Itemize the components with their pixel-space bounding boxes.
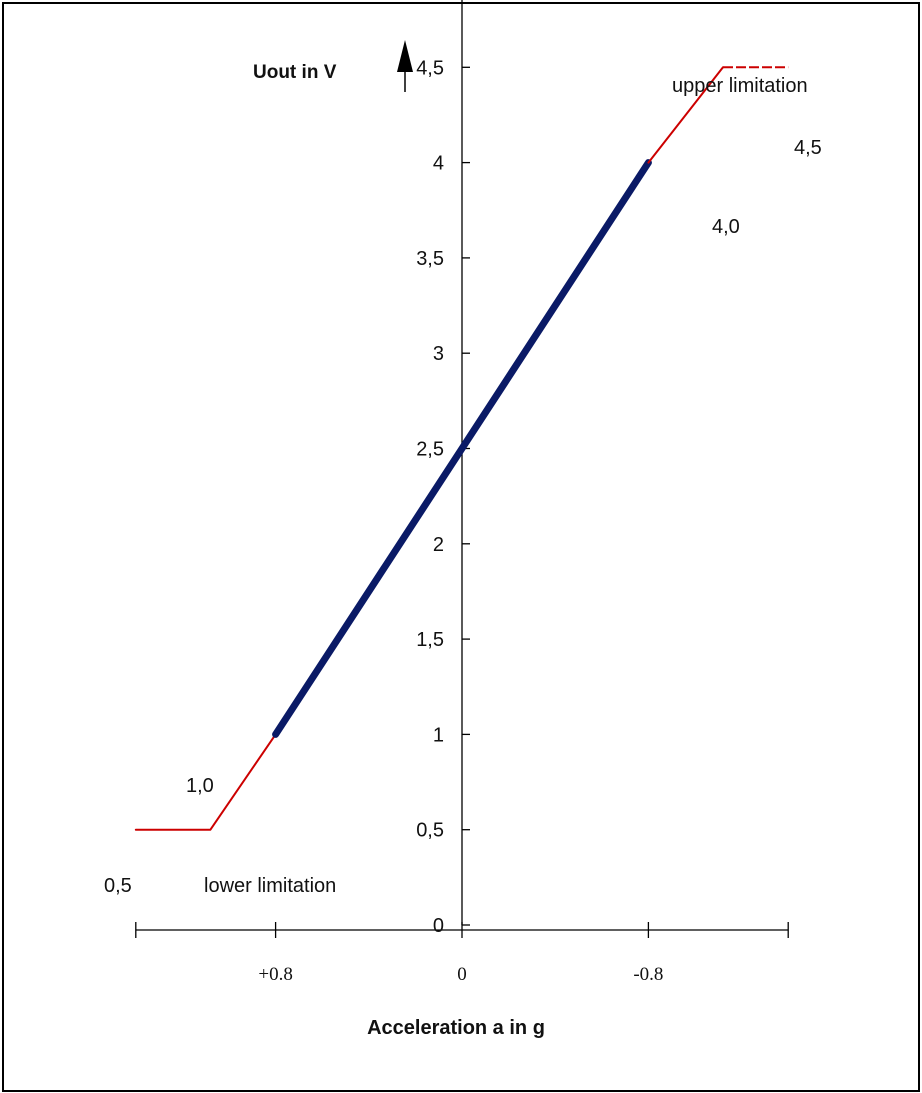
y-tick-label: 0 [433, 915, 444, 937]
series-lines [134, 66, 789, 831]
y-tick-label: 4 [433, 153, 444, 175]
y-tick-label: 2 [433, 534, 444, 556]
upper-value-label: 4,5 [794, 137, 822, 159]
y-tick-label: 3 [433, 343, 444, 365]
x-tick-label: 0 [457, 964, 467, 985]
x-tick-label: +0.8 [258, 964, 292, 985]
limitation-line [647, 66, 724, 164]
upper-limitation-label: upper limitation [672, 75, 808, 97]
knee-upper-label: 4,0 [712, 216, 740, 238]
y-axis-title: Uout in V [253, 62, 337, 83]
x-tick-label: -0.8 [633, 964, 663, 985]
y-tick-label: 4,5 [416, 57, 444, 79]
lower-value-label: 0,5 [104, 875, 132, 897]
y-tick-label: 1 [433, 724, 444, 746]
linear-range-line [272, 159, 652, 738]
y-tick-label: 0,5 [416, 820, 444, 842]
x-axis-title: Acceleration a in g [367, 1017, 545, 1039]
limitation-line [134, 733, 277, 831]
knee-lower-label: 1,0 [186, 775, 214, 797]
y-tick-label: 2,5 [416, 439, 444, 461]
y-axis-arrow-icon [397, 40, 413, 72]
lower-limitation-label: lower limitation [204, 875, 336, 897]
y-tick-label: 3,5 [416, 248, 444, 270]
y-tick-label: 1,5 [416, 629, 444, 651]
